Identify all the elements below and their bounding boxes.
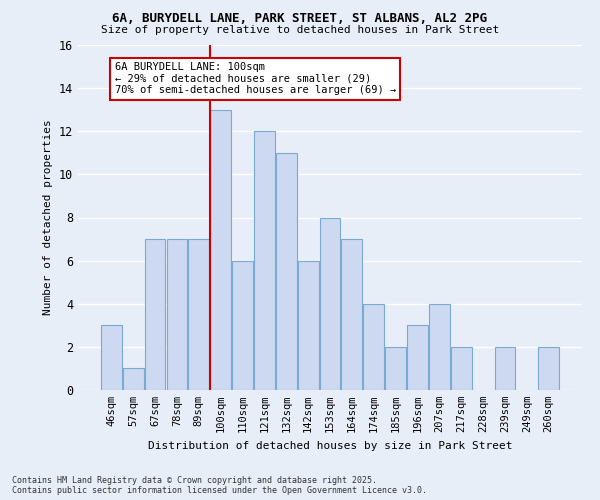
Bar: [145, 239, 166, 390]
Bar: [538, 347, 559, 390]
Text: Size of property relative to detached houses in Park Street: Size of property relative to detached ho…: [101, 25, 499, 35]
Bar: [188, 239, 209, 390]
Bar: [123, 368, 143, 390]
Bar: [341, 239, 362, 390]
Text: 6A BURYDELL LANE: 100sqm
← 29% of detached houses are smaller (29)
70% of semi-d: 6A BURYDELL LANE: 100sqm ← 29% of detach…: [115, 62, 396, 96]
Bar: [320, 218, 340, 390]
Bar: [276, 153, 296, 390]
Bar: [494, 347, 515, 390]
Bar: [385, 347, 406, 390]
Bar: [429, 304, 450, 390]
X-axis label: Distribution of detached houses by size in Park Street: Distribution of detached houses by size …: [148, 440, 512, 450]
Bar: [254, 131, 275, 390]
Bar: [407, 326, 428, 390]
Text: 6A, BURYDELL LANE, PARK STREET, ST ALBANS, AL2 2PG: 6A, BURYDELL LANE, PARK STREET, ST ALBAN…: [113, 12, 487, 26]
Bar: [298, 260, 319, 390]
Bar: [167, 239, 187, 390]
Text: Contains HM Land Registry data © Crown copyright and database right 2025.
Contai: Contains HM Land Registry data © Crown c…: [12, 476, 427, 495]
Bar: [210, 110, 231, 390]
Bar: [451, 347, 472, 390]
Bar: [101, 326, 122, 390]
Y-axis label: Number of detached properties: Number of detached properties: [43, 120, 53, 316]
Bar: [364, 304, 384, 390]
Bar: [232, 260, 253, 390]
